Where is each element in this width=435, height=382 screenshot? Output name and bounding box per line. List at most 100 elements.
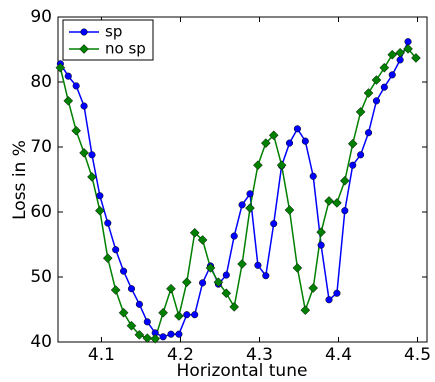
y-tick-label: 40 [30,332,52,352]
data-point [371,75,382,85]
data-point [104,219,112,227]
data-point [347,138,358,149]
data-point [135,300,143,308]
data-point [63,95,74,106]
data-point [324,196,334,206]
data-point [333,289,341,297]
data-point [355,107,366,117]
data-point [159,333,167,341]
data-point [229,302,240,312]
data-point [268,130,279,141]
x-tick-label: 4.4 [325,345,352,365]
data-point [308,283,319,293]
y-tick-label: 70 [30,137,52,157]
data-point [260,138,271,148]
data-point [174,311,184,321]
data-point [253,160,263,171]
data-point [270,220,278,228]
data-point [221,288,232,299]
data-point [262,272,270,280]
data-point [222,271,230,279]
data-point [87,172,97,182]
data-point [276,160,287,171]
data-point [79,147,89,158]
data-point [284,205,295,215]
data-point [118,307,129,318]
legend-marker [79,44,89,54]
data-point [110,285,121,295]
data-point [166,283,176,294]
data-point [134,329,145,340]
data-point [245,203,255,213]
legend-marker [80,28,88,36]
data-point [71,125,82,136]
data-point [357,151,365,159]
legend-box [62,19,154,61]
data-point [387,49,398,60]
y-axis-label: Loss in % [10,140,30,220]
data-point [127,285,136,293]
data-point [205,263,216,273]
data-point [372,97,380,105]
data-point [411,53,421,63]
y-tick-label: 80 [30,72,52,92]
data-point [285,139,294,147]
data-point [88,151,96,159]
data-point [363,88,374,98]
data-point [301,137,309,145]
x-tick-label: 4.1 [88,345,115,365]
data-point [197,235,208,245]
y-tick-label: 90 [30,7,52,27]
x-tick-label: 4.2 [167,345,194,365]
data-point [126,320,137,331]
data-point [317,241,325,249]
data-point [80,102,88,110]
legend-label: sp [105,23,122,41]
data-point [230,232,238,240]
data-point [175,330,183,338]
data-point [254,261,262,269]
data-point [213,277,224,288]
data-point [292,263,303,273]
data-point [191,311,199,319]
data-point [158,307,168,318]
data-point [380,83,388,91]
series-line [59,41,409,338]
data-point [395,47,405,58]
data-point [112,246,120,254]
data-point [309,172,317,180]
data-point [246,190,254,198]
data-point [237,259,247,269]
data-point [150,333,161,344]
data-point [332,198,342,208]
data-point [349,161,357,169]
data-point [388,71,396,79]
data-point [64,72,72,80]
data-point [325,296,333,304]
y-tick-label: 60 [30,202,52,222]
data-point [300,305,311,316]
plot-frame [57,16,428,343]
data-point [183,311,191,319]
data-point [403,43,413,54]
data-point [120,267,128,275]
data-point [189,227,200,238]
data-point [238,201,246,209]
data-point [72,82,80,90]
data-point [96,192,104,200]
y-tick-label: 50 [30,267,52,287]
data-point [55,62,66,73]
legend-label: no sp [105,40,146,58]
data-point [95,205,105,216]
data-point [181,277,192,288]
data-point [167,330,175,338]
data-point [364,129,373,137]
x-axis-label: Horizontal tune [177,361,308,381]
x-tick-label: 4.5 [404,345,431,365]
series-line [59,47,417,340]
data-point [199,279,207,287]
data-point [316,227,326,238]
x-tick-label: 4.3 [246,345,273,365]
data-point [339,175,350,186]
